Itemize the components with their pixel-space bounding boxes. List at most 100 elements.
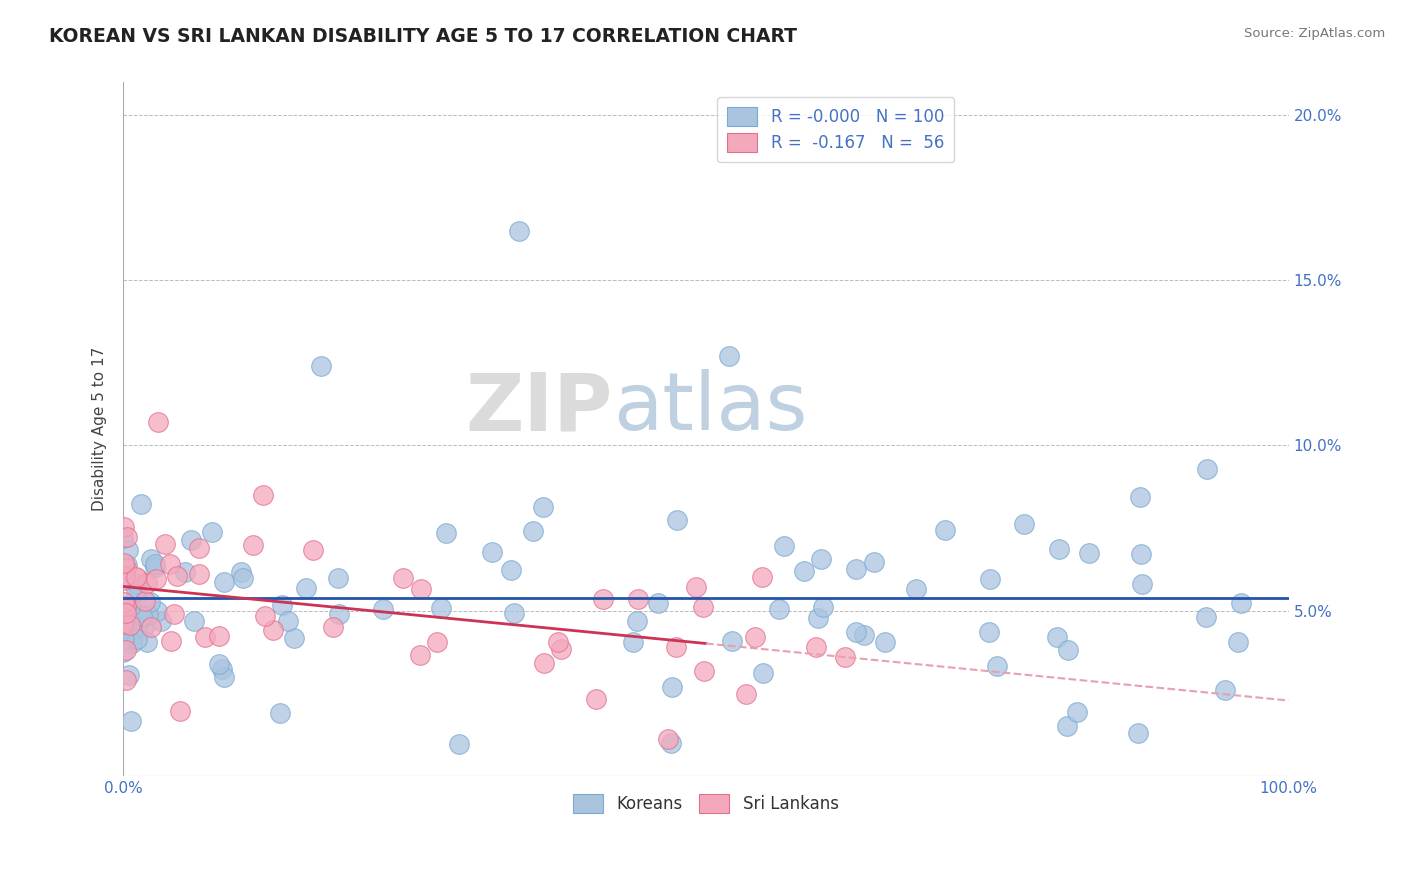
Point xyxy=(793,564,815,578)
Point xyxy=(212,574,235,589)
Point xyxy=(160,634,183,648)
Point xyxy=(118,668,141,682)
Point xyxy=(166,569,188,583)
Point xyxy=(242,538,264,552)
Point xyxy=(665,640,688,654)
Point xyxy=(1057,643,1080,657)
Point xyxy=(522,524,544,538)
Point xyxy=(134,619,156,633)
Point xyxy=(1046,630,1069,644)
Point xyxy=(508,224,530,238)
Point xyxy=(114,673,136,688)
Point xyxy=(145,560,167,574)
Point xyxy=(129,497,152,511)
Point xyxy=(115,560,138,574)
Point xyxy=(807,611,830,625)
Point xyxy=(1078,546,1101,560)
Point xyxy=(112,645,135,659)
Point xyxy=(114,569,136,583)
Point xyxy=(201,524,224,539)
Point xyxy=(141,552,163,566)
Point xyxy=(283,632,305,646)
Point xyxy=(1195,609,1218,624)
Point xyxy=(863,555,886,569)
Point xyxy=(1130,577,1153,591)
Point xyxy=(183,614,205,628)
Point xyxy=(409,648,432,663)
Point xyxy=(720,634,742,648)
Point xyxy=(125,577,148,591)
Point xyxy=(159,557,181,571)
Point xyxy=(112,616,135,631)
Point xyxy=(145,572,167,586)
Point xyxy=(1056,719,1078,733)
Point xyxy=(138,608,160,623)
Point xyxy=(434,526,457,541)
Point xyxy=(430,601,453,615)
Point xyxy=(1128,726,1150,740)
Point xyxy=(269,706,291,720)
Point xyxy=(810,551,832,566)
Point xyxy=(138,595,160,609)
Y-axis label: Disability Age 5 to 17: Disability Age 5 to 17 xyxy=(93,347,107,511)
Point xyxy=(1066,705,1088,719)
Point xyxy=(772,539,794,553)
Point xyxy=(904,582,927,596)
Point xyxy=(326,571,349,585)
Point xyxy=(112,519,135,533)
Point xyxy=(845,562,868,576)
Point xyxy=(768,602,790,616)
Point xyxy=(592,592,614,607)
Point xyxy=(744,630,766,644)
Point xyxy=(131,608,153,623)
Point xyxy=(550,642,572,657)
Point xyxy=(114,606,136,620)
Point xyxy=(112,599,135,614)
Point xyxy=(125,632,148,646)
Point xyxy=(139,619,162,633)
Point xyxy=(117,542,139,557)
Point xyxy=(112,595,135,609)
Point xyxy=(311,359,333,373)
Text: KOREAN VS SRI LANKAN DISABILITY AGE 5 TO 17 CORRELATION CHART: KOREAN VS SRI LANKAN DISABILITY AGE 5 TO… xyxy=(49,27,797,45)
Point xyxy=(661,680,683,694)
Point xyxy=(143,557,166,571)
Point xyxy=(1226,635,1249,649)
Point xyxy=(503,606,526,620)
Point xyxy=(845,625,868,640)
Point xyxy=(718,349,741,363)
Point xyxy=(118,599,141,614)
Point xyxy=(626,592,648,607)
Point xyxy=(120,714,142,728)
Point xyxy=(666,513,689,527)
Point xyxy=(115,558,138,572)
Point xyxy=(752,665,775,680)
Point xyxy=(173,566,195,580)
Point xyxy=(277,614,299,628)
Point xyxy=(301,543,323,558)
Point xyxy=(112,531,135,545)
Point xyxy=(806,640,828,655)
Point xyxy=(328,607,350,621)
Point xyxy=(127,571,149,585)
Point xyxy=(626,614,648,628)
Point xyxy=(735,687,758,701)
Point xyxy=(875,635,897,649)
Point xyxy=(621,635,644,649)
Point xyxy=(114,643,136,657)
Point xyxy=(751,570,773,584)
Point xyxy=(322,620,344,634)
Point xyxy=(811,599,834,614)
Point xyxy=(547,635,569,649)
Point xyxy=(392,570,415,584)
Point xyxy=(125,570,148,584)
Point xyxy=(979,624,1001,639)
Point xyxy=(127,590,149,604)
Point xyxy=(112,632,135,646)
Point xyxy=(986,659,1008,673)
Point xyxy=(1129,491,1152,505)
Point xyxy=(852,628,875,642)
Point xyxy=(262,623,284,637)
Text: ZIP: ZIP xyxy=(465,369,613,447)
Point xyxy=(148,415,170,429)
